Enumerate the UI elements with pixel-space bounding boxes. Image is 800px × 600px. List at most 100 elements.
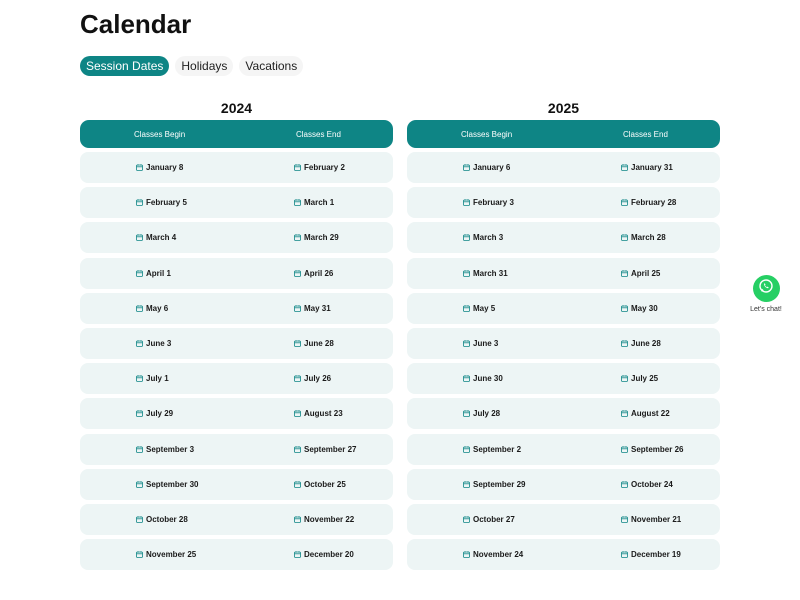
calendar-icon bbox=[136, 304, 143, 312]
classes-end-cell: April 26 bbox=[294, 258, 333, 289]
header-classes-begin: Classes Begin bbox=[134, 129, 186, 139]
date-text: January 8 bbox=[146, 163, 184, 172]
calendar-icon bbox=[463, 234, 470, 242]
table-row: March 4 March 29 bbox=[80, 222, 393, 254]
calendar-icon bbox=[294, 551, 301, 558]
date-text: May 30 bbox=[631, 303, 658, 313]
classes-end-cell: May 31 bbox=[294, 293, 331, 324]
calendar-icon bbox=[463, 304, 470, 312]
date-text: March 4 bbox=[146, 233, 177, 243]
header-classes-end: Classes End bbox=[623, 129, 668, 139]
calendar-icon bbox=[621, 551, 628, 558]
header-classes-end: Classes End bbox=[296, 129, 341, 139]
date-text: June 30 bbox=[473, 374, 503, 384]
calendar-icon bbox=[136, 480, 143, 488]
classes-end-cell: August 22 bbox=[621, 398, 670, 429]
calendar-icon bbox=[463, 410, 470, 418]
whatsapp-icon bbox=[758, 278, 774, 299]
classes-begin-cell: July 29 bbox=[136, 398, 173, 429]
date-text: October 25 bbox=[304, 479, 346, 489]
date-text: March 31 bbox=[473, 268, 508, 278]
date-text: September 29 bbox=[473, 479, 526, 489]
calendar-icon bbox=[463, 340, 470, 347]
classes-end-cell: November 21 bbox=[621, 504, 681, 535]
date-text: November 22 bbox=[304, 514, 355, 524]
calendar-icon bbox=[621, 516, 628, 523]
tab-vacations[interactable]: Vacations bbox=[239, 56, 304, 76]
calendar-icon bbox=[621, 410, 628, 418]
table-row: May 5 May 30 bbox=[407, 292, 720, 324]
classes-begin-cell: September 2 bbox=[463, 434, 521, 465]
table-row: September 29 October 24 bbox=[407, 468, 720, 500]
calendar-icon bbox=[136, 164, 143, 171]
calendar-icon bbox=[294, 304, 301, 312]
date-text: May 5 bbox=[473, 303, 496, 313]
classes-end-cell: June 28 bbox=[621, 328, 661, 359]
calendar-icon bbox=[463, 445, 470, 453]
calendar-2024: 2024 Classes Begin Classes End January 8… bbox=[80, 98, 393, 574]
classes-begin-cell: April 1 bbox=[136, 258, 171, 289]
table-header: Classes Begin Classes End bbox=[407, 120, 720, 148]
classes-begin-cell: July 1 bbox=[136, 363, 169, 394]
table-row: March 31 April 25 bbox=[407, 257, 720, 289]
date-text: February 2 bbox=[304, 163, 345, 172]
classes-begin-cell: October 27 bbox=[463, 504, 515, 535]
classes-begin-cell: June 3 bbox=[463, 328, 498, 359]
year-title: 2024 bbox=[220, 100, 253, 116]
date-text: July 26 bbox=[304, 374, 332, 384]
classes-end-cell: March 29 bbox=[294, 222, 339, 253]
date-text: February 3 bbox=[473, 198, 514, 208]
table-header: Classes Begin Classes End bbox=[80, 120, 393, 148]
calendar-icon bbox=[294, 375, 301, 383]
classes-end-cell: September 26 bbox=[621, 434, 683, 465]
session-rows: January 6 January 31 February 3 February 28… bbox=[407, 152, 720, 571]
table-row: October 27 November 21 bbox=[407, 503, 720, 535]
date-text: July 29 bbox=[146, 409, 174, 419]
date-text: January 31 bbox=[631, 163, 673, 172]
calendar-icon bbox=[294, 340, 301, 347]
date-text: November 21 bbox=[631, 514, 682, 524]
classes-begin-cell: January 8 bbox=[136, 152, 183, 183]
classes-end-cell: July 25 bbox=[621, 363, 658, 394]
calendar-icon bbox=[621, 375, 628, 383]
date-text: March 28 bbox=[631, 233, 666, 243]
date-text: October 27 bbox=[473, 514, 515, 524]
classes-begin-cell: September 3 bbox=[136, 434, 194, 465]
table-row: September 30 October 25 bbox=[80, 468, 393, 500]
classes-begin-cell: October 28 bbox=[136, 504, 188, 535]
date-text: April 26 bbox=[304, 268, 334, 278]
date-text: September 3 bbox=[146, 444, 195, 454]
chat-button[interactable] bbox=[752, 275, 780, 302]
table-row: November 25 December 20 bbox=[80, 539, 393, 571]
tab-session-dates[interactable]: Session Dates bbox=[80, 56, 170, 76]
classes-end-cell: December 19 bbox=[621, 539, 681, 570]
date-text: November 24 bbox=[473, 550, 524, 560]
classes-end-cell: February 28 bbox=[621, 187, 676, 218]
table-row: July 1 July 26 bbox=[80, 363, 393, 395]
classes-end-cell: March 28 bbox=[621, 222, 666, 253]
calendar-2025: 2025 Classes Begin Classes End January 6… bbox=[407, 98, 720, 574]
calendar-icon bbox=[136, 516, 143, 523]
calendar-icon bbox=[294, 516, 301, 523]
table-row: May 6 May 31 bbox=[80, 292, 393, 324]
calendar-icon bbox=[136, 269, 143, 277]
calendar-icon bbox=[463, 164, 470, 171]
date-text: March 3 bbox=[473, 233, 504, 243]
calendar-icon bbox=[463, 516, 470, 523]
date-text: March 1 bbox=[304, 198, 335, 208]
classes-end-cell: April 25 bbox=[621, 258, 660, 289]
tab-holidays[interactable]: Holidays bbox=[175, 56, 234, 76]
table-row: July 29 August 23 bbox=[80, 398, 393, 430]
calendar-icon bbox=[136, 551, 143, 558]
classes-end-cell: February 2 bbox=[294, 152, 345, 183]
classes-begin-cell: February 3 bbox=[463, 187, 514, 218]
table-row: November 24 December 19 bbox=[407, 539, 720, 571]
calendar-icon bbox=[294, 480, 301, 488]
calendar-icon bbox=[294, 410, 301, 418]
date-text: June 3 bbox=[473, 338, 499, 348]
date-text: September 30 bbox=[146, 479, 199, 489]
table-row: June 30 July 25 bbox=[407, 363, 720, 395]
year-title: 2025 bbox=[547, 100, 580, 116]
date-text: December 20 bbox=[304, 550, 354, 560]
table-row: March 3 March 28 bbox=[407, 222, 720, 254]
